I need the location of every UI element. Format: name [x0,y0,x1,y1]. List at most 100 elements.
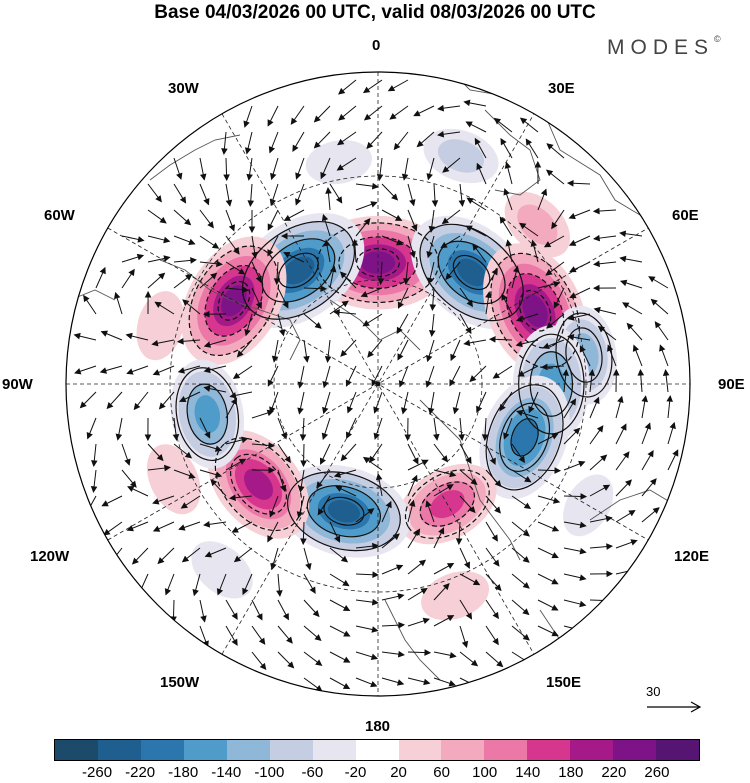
wind-arrow [329,300,349,315]
wind-arrow [659,344,669,367]
wind-arrow [437,131,461,138]
wind-arrow [147,235,171,244]
wind-arrow [427,391,435,415]
height-contour [261,238,336,303]
wind-arrow [433,582,450,601]
wind-arrow [566,179,591,187]
wind-arrow [553,287,565,309]
wind-arrow [320,157,331,180]
wind-arrow [114,291,123,315]
height-contour [419,223,524,322]
wind-arrow [463,339,487,347]
wind-arrow [329,677,351,690]
wind-arrow [612,368,620,393]
lon-label-90e: 90E [718,376,745,393]
wind-arrow [251,651,267,671]
colorbar-tick-label: 140 [515,764,541,781]
wind-arrow [503,188,513,211]
wind-arrow [452,391,461,415]
wind-arrow [299,417,307,442]
wind-arrow [246,157,253,181]
map-border [65,71,691,697]
wind-arrow [534,160,542,185]
wind-arrow [563,573,587,581]
wind-arrow [157,547,175,565]
wind-arrow [592,207,617,215]
wind-arrow [407,183,416,207]
wind-arrow [459,547,470,569]
lon-label-60e: 60E [672,207,699,224]
wind-arrow [73,332,97,341]
wind-arrow [563,427,581,445]
wind-arrow [121,268,135,289]
wind-arrow [537,599,559,611]
wind-arrow [485,599,499,620]
wind-arrow [335,485,357,497]
colorbar-swatch [570,740,614,760]
wind-arrow [563,493,588,500]
wind-arrow [459,469,478,486]
wind-arrow [95,266,106,289]
wind-arrow [192,573,201,597]
wind-arrow [90,469,98,493]
wind-arrow [615,539,638,549]
anomaly-center [421,571,490,621]
wind-arrow [221,131,228,156]
wind-arrow [648,276,669,289]
wind-arrow [381,650,405,658]
wind-arrow [316,469,331,489]
wind-arrow [251,409,275,419]
wind-arrow [459,495,476,514]
wind-arrow [277,651,295,669]
wind-arrow [242,573,253,596]
wind-arrow [313,105,331,123]
wind-arrow [338,105,357,121]
height-contour [485,384,564,491]
lon-label-120w: 120W [30,548,70,565]
lon-label-120e: 120E [674,548,710,565]
wind-arrow [204,547,227,558]
wind-arrow [437,104,461,112]
wind-arrow [147,255,171,263]
wind-arrow [290,105,305,125]
lon-label-90w: 90W [2,376,33,393]
wind-arrow [225,261,246,275]
height-contour [278,252,319,289]
wind-arrow [251,261,262,284]
wind-arrow [355,625,379,633]
wind-arrow [267,105,279,127]
wind-arrow [131,547,149,565]
colorbar-swatch [355,740,399,760]
anomaly-level [456,258,487,287]
anomaly-level [327,500,360,523]
anomaly-level [146,444,201,515]
wind-arrow [407,474,418,497]
wind-arrow [225,183,233,207]
wind-arrow [615,509,636,523]
wind-arrow [474,137,487,159]
wind-arrow [267,235,279,257]
wind-arrow [355,201,378,211]
colorbar-swatch [226,740,270,760]
wind-arrow [459,651,479,667]
wind-arrow [485,547,500,567]
anomaly-center [146,444,201,515]
wind-arrow [493,117,513,133]
wind-arrow [173,157,183,180]
wind-arrow [277,313,286,337]
wind-arrow [173,235,196,245]
wind-arrow [355,571,380,579]
wind-arrow [144,417,152,442]
wind-arrow [127,486,149,497]
height-contour [565,327,603,383]
wind-arrow [303,547,312,571]
wind-arrow [407,677,431,686]
wind-arrow [389,105,409,120]
wind-arrow [100,330,123,341]
wind-arrow [537,547,559,559]
wind-arrow [292,131,305,152]
wind-arrow [99,365,123,374]
wind-arrow [276,573,283,598]
wind-arrow [86,417,97,440]
